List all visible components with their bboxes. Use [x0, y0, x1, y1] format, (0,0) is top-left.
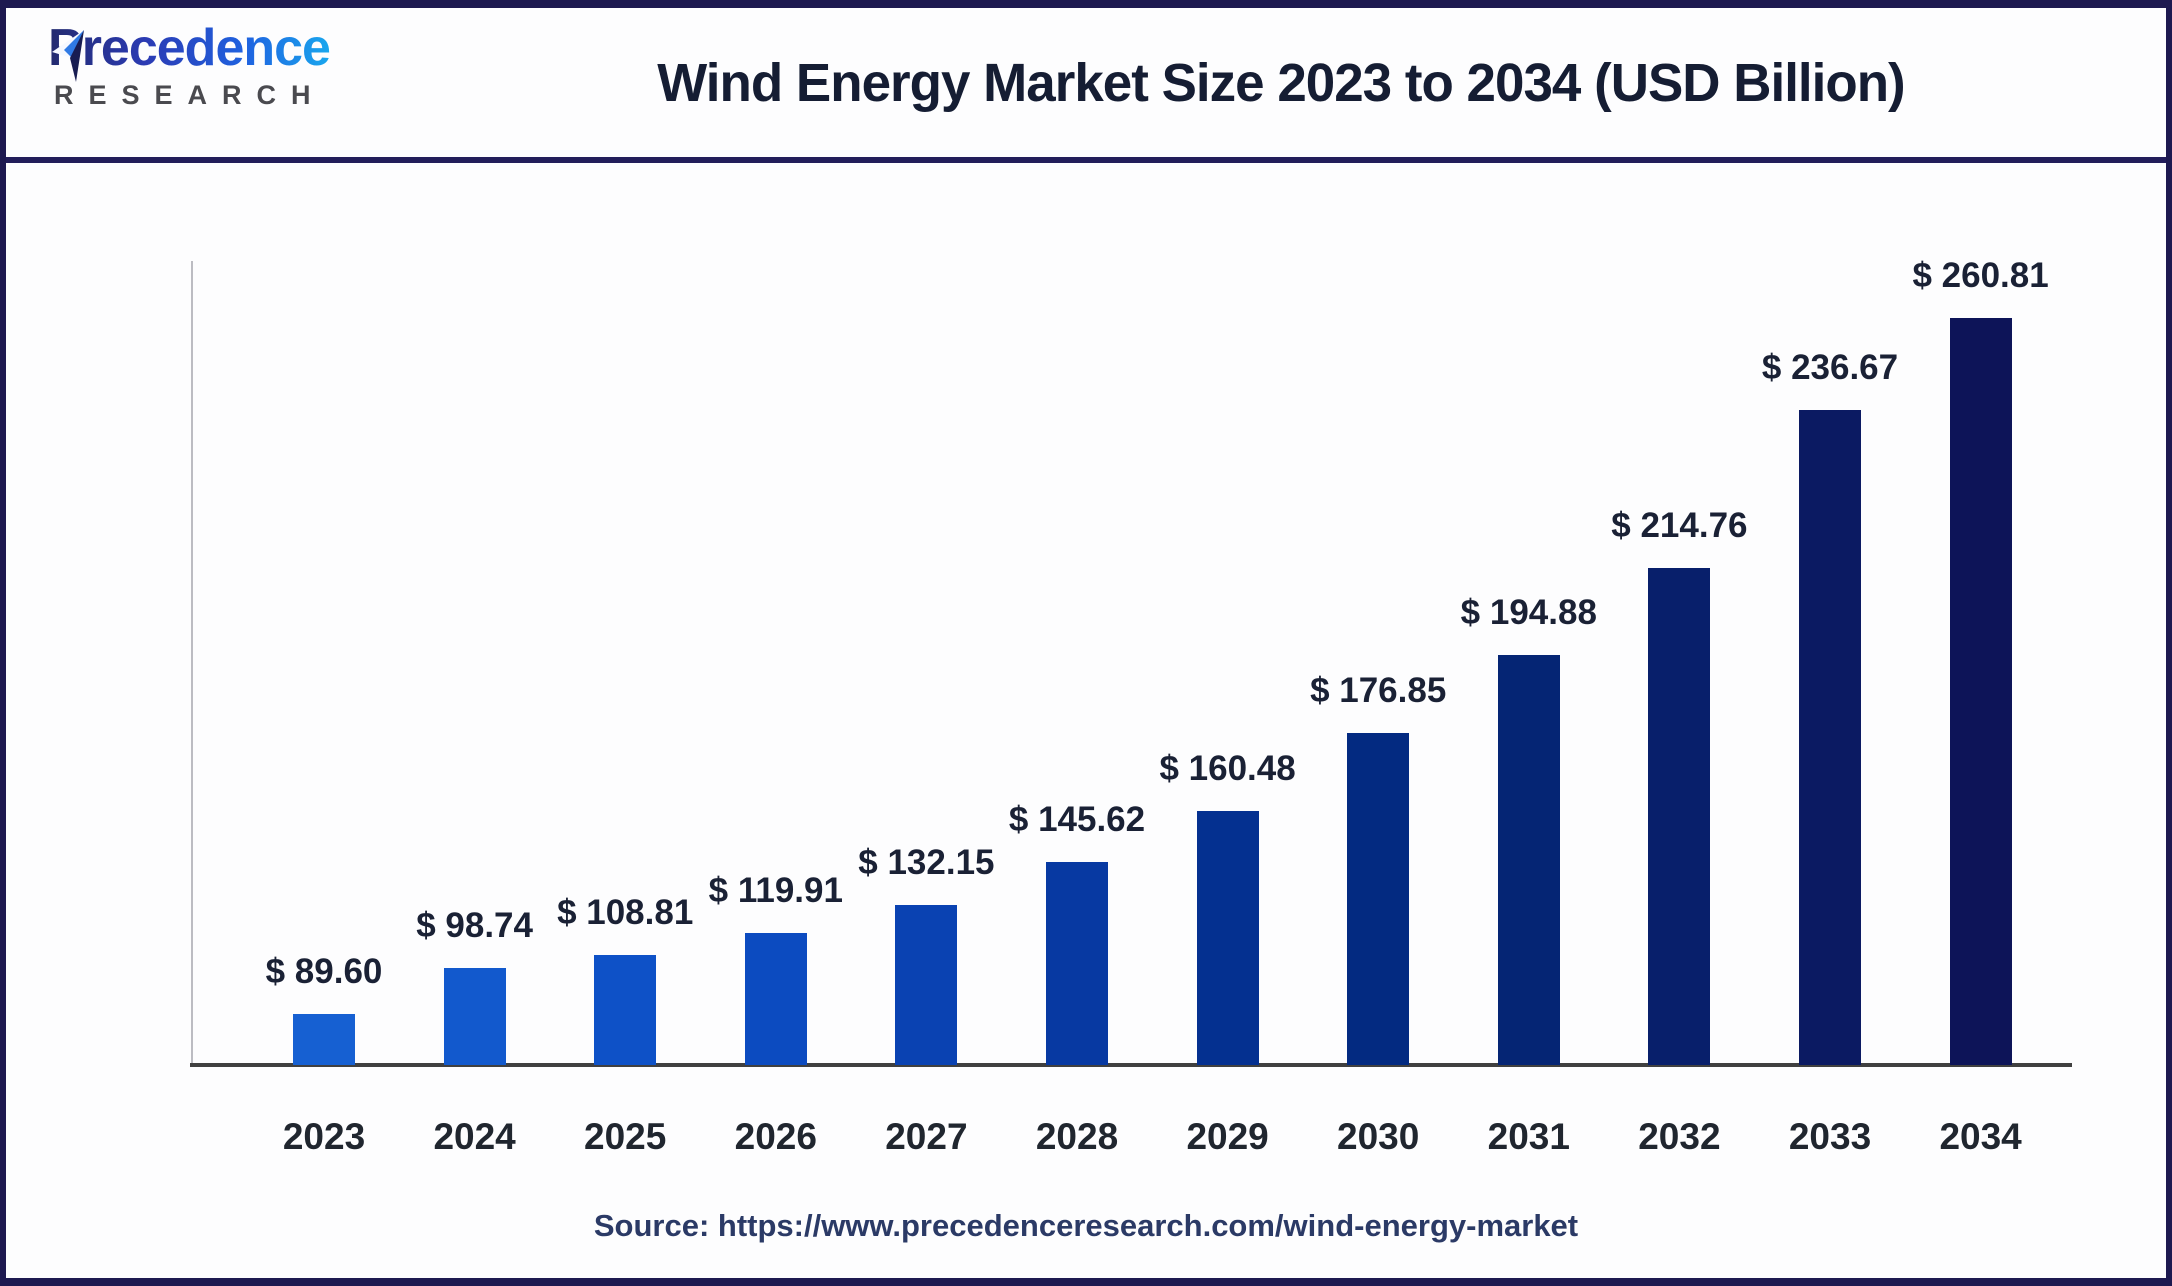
year-label-2027: 2027: [885, 1116, 968, 1157]
value-label-2023: $ 89.60: [265, 952, 383, 991]
value-label-2025: $ 108.81: [557, 893, 694, 932]
value-label-2034: $ 260.81: [1912, 256, 2049, 295]
year-label-2025: 2025: [584, 1116, 667, 1157]
brand-logo: Precedence RESEARCH: [48, 22, 388, 152]
source-link-text: Source: https://www.precedenceresearch.c…: [593, 1208, 1579, 1243]
value-label-2029: $ 160.48: [1159, 749, 1296, 788]
value-label-2027: $ 132.15: [858, 843, 995, 882]
year-label-2028: 2028: [1035, 1116, 1119, 1157]
year-label-2030: 2030: [1337, 1116, 1420, 1157]
bar-2029: [1196, 811, 1259, 1065]
bar-2030: [1347, 733, 1410, 1065]
value-label-2028: $ 145.62: [1008, 800, 1146, 839]
value-label-2024: $ 98.74: [416, 906, 533, 945]
bar-2031: [1497, 655, 1560, 1065]
bar-2027: [895, 905, 958, 1065]
year-label-2029: 2029: [1186, 1116, 1269, 1157]
bar-2034: [1949, 318, 2012, 1065]
bar-2023: [293, 1014, 355, 1065]
value-label-2026: $ 119.91: [708, 871, 843, 910]
year-label-2033: 2033: [1788, 1116, 1872, 1157]
bar-chart: $ 89.60 2023 $ 98.74 2024 $ 108.81 2025 $ 119.…: [6, 169, 2166, 1278]
year-label-2024: 2024: [433, 1116, 516, 1157]
chart-title: Wind Energy Market Size 2023 to 2034 (US…: [657, 53, 1905, 113]
brand-subtitle: RESEARCH: [54, 80, 326, 110]
bar-2033: [1799, 410, 1861, 1065]
sail-icon: [52, 30, 84, 82]
year-label-2032: 2032: [1638, 1116, 1721, 1157]
value-label-2033: $ 236.67: [1761, 348, 1899, 387]
bar-2028: [1046, 862, 1108, 1065]
bar-2025: [594, 955, 657, 1065]
year-label-2026: 2026: [734, 1116, 817, 1157]
bar-2032: [1648, 568, 1711, 1065]
x-axis-line: [190, 1063, 2072, 1067]
year-label-2023: 2023: [282, 1116, 366, 1157]
value-label-2031: $ 194.88: [1460, 593, 1597, 632]
value-label-2030: $ 176.85: [1310, 671, 1447, 710]
value-label-2032: $ 214.76: [1611, 506, 1748, 545]
y-axis-line: [191, 261, 193, 1063]
year-label-2031: 2031: [1487, 1116, 1570, 1157]
bar-2024: [443, 968, 506, 1065]
year-label-2034: 2034: [1939, 1116, 2022, 1157]
brand-rest: recedence: [81, 19, 330, 77]
brand-name: Precedence: [48, 19, 330, 82]
bar-2026: [744, 933, 807, 1065]
header: Precedence RESEARCH Wind Energy Market S…: [6, 8, 2166, 163]
